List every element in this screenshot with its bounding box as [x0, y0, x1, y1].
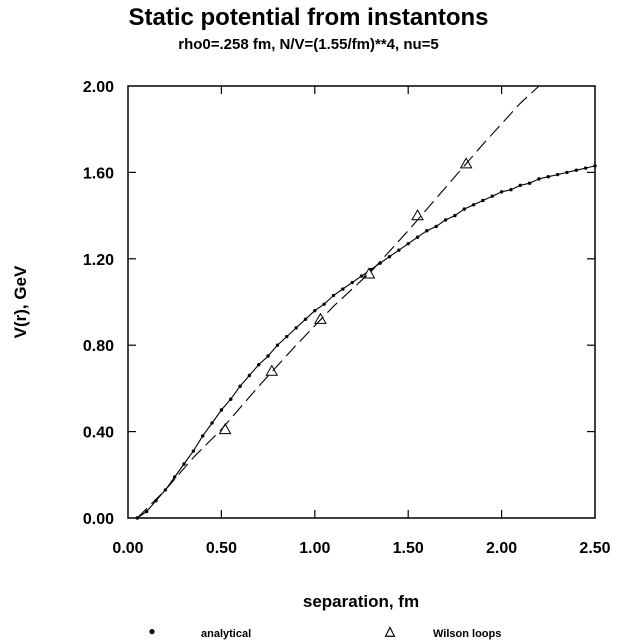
series-line-linear-fit: [136, 85, 540, 519]
data-point-analytical: [583, 166, 588, 170]
data-point-analytical: [425, 229, 429, 233]
data-point-analytical: [294, 326, 298, 330]
data-point-analytical: [182, 462, 186, 466]
data-point-wilson-loops: [411, 209, 424, 221]
data-point-analytical: [238, 384, 242, 388]
x-tick-label: 2.50: [579, 540, 610, 557]
data-point-analytical: [387, 254, 392, 259]
series-layer: [135, 85, 597, 520]
y-tick-label: 0.00: [83, 511, 114, 528]
legend-label-wilson: Wilson loops: [433, 628, 501, 640]
data-point-analytical: [537, 177, 541, 181]
plot-frame: [127, 85, 596, 519]
data-point-wilson-loops: [265, 364, 279, 376]
x-axis-label: separation, fm: [303, 592, 419, 611]
x-tick-label: 0.00: [112, 540, 143, 557]
data-point-analytical: [509, 187, 513, 192]
data-point-analytical: [275, 343, 280, 347]
y-tick-label: 1.60: [83, 165, 114, 182]
data-point-analytical: [191, 449, 196, 453]
axis-ticks: 0.00 0.50 1.00 1.50 2.00 2.50 0.00 0.40 0.80 1.20…: [83, 79, 611, 557]
data-point-analytical: [303, 317, 308, 321]
data-point-analytical: [471, 203, 476, 207]
data-point-analytical: [499, 190, 504, 194]
legend-symbol-analytical: ●: [148, 624, 155, 638]
series-line-analytical: [136, 165, 596, 519]
data-point-analytical: [173, 475, 177, 479]
data-point-analytical: [481, 198, 485, 203]
y-axis-label: V(r), GeV: [11, 265, 30, 338]
data-point-analytical: [593, 164, 597, 168]
data-point-analytical: [201, 434, 205, 438]
legend: ● analytical △ Wilson loops: [148, 623, 501, 640]
x-tick-label: 2.00: [486, 540, 517, 557]
data-point-analytical: [331, 293, 336, 298]
data-point-analytical: [229, 397, 233, 401]
data-point-analytical: [546, 175, 550, 179]
data-point-analytical: [210, 421, 214, 425]
data-point-analytical: [527, 181, 532, 185]
data-point-analytical: [322, 302, 326, 306]
data-point-analytical: [359, 274, 364, 278]
data-point-analytical: [574, 168, 579, 172]
data-point-analytical: [341, 287, 345, 291]
data-point-analytical: [350, 280, 354, 285]
data-point-analytical: [257, 362, 261, 367]
data-point-analytical: [518, 183, 522, 188]
data-point-analytical: [406, 241, 410, 246]
data-point-analytical: [266, 354, 270, 358]
data-point-analytical: [285, 334, 289, 339]
legend-symbol-wilson: △: [384, 623, 396, 638]
data-point-wilson-loops: [314, 312, 327, 324]
data-point-analytical: [434, 224, 438, 229]
data-point-analytical: [462, 207, 466, 211]
x-tick-label: 0.50: [206, 540, 237, 557]
x-tick-label: 1.00: [299, 540, 330, 557]
y-tick-label: 0.40: [83, 425, 114, 442]
data-point-analytical: [144, 509, 149, 514]
y-tick-label: 1.20: [83, 252, 114, 269]
legend-label-analytical: analytical: [201, 628, 251, 640]
data-point-analytical: [247, 373, 252, 378]
data-point-analytical: [313, 308, 317, 313]
data-point-analytical: [565, 170, 569, 175]
data-point-analytical: [415, 235, 420, 239]
data-point-analytical: [397, 248, 401, 252]
data-point-analytical: [219, 408, 224, 412]
data-point-analytical: [555, 172, 560, 177]
y-tick-label: 2.00: [83, 79, 114, 96]
chart-title: Static potential from instantons: [128, 4, 489, 31]
data-point-analytical: [443, 218, 448, 222]
chart-subtitle: rho0=.258 fm, N/V=(1.55/fm)**4, nu=5: [178, 36, 439, 53]
x-tick-label: 1.50: [393, 540, 424, 557]
data-point-analytical: [490, 194, 494, 198]
y-tick-label: 0.80: [83, 338, 114, 355]
data-point-analytical: [453, 213, 457, 218]
